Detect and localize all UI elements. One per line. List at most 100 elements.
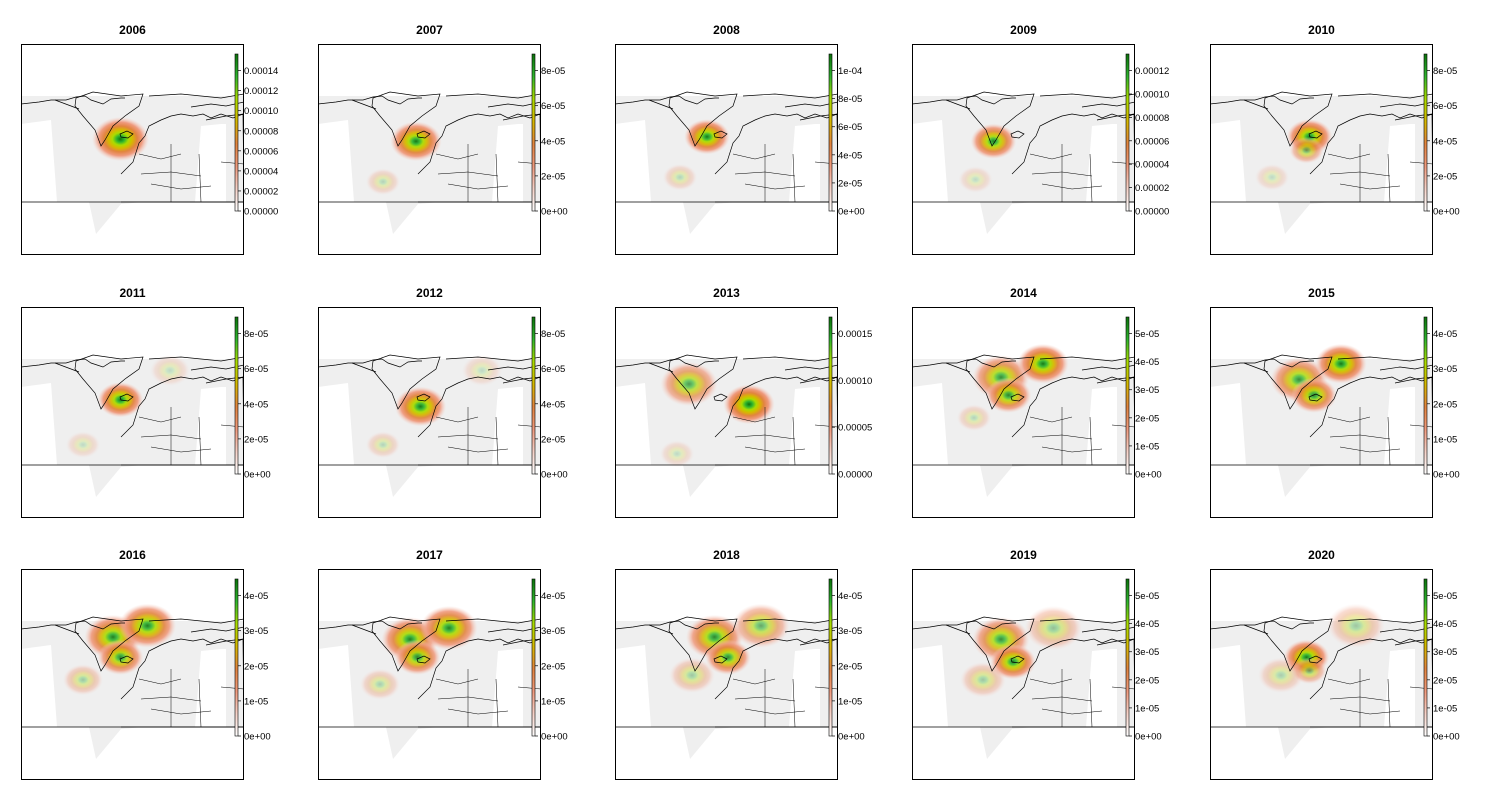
color-legend: 0e+00 1e-05 2e-05 3e-05 4e-05 5e-05 — [1423, 578, 1460, 742]
color-legend: 0e+00 1e-05 2e-05 3e-05 4e-05 5e-05 — [1125, 578, 1162, 742]
legend-tick-label: 2e-05 — [541, 434, 565, 445]
legend-tick-label: 0.00008 — [244, 126, 278, 137]
legend-tick-label: 6e-05 — [541, 101, 565, 112]
legend-colorbar — [531, 578, 536, 737]
legend-tick-label: 0e+00 — [541, 207, 568, 218]
density-map — [615, 307, 838, 518]
density-hotspot — [1017, 343, 1069, 384]
country-borders — [435, 669, 541, 728]
legend-tick-label: 0.00002 — [1135, 183, 1169, 194]
legend-tick-label: 6e-05 — [838, 122, 862, 133]
legend-colorbar — [1125, 578, 1130, 737]
legend-tick-label: 0.00004 — [1135, 160, 1169, 171]
legend-tick-label: 2e-05 — [1433, 675, 1457, 686]
legend-tick-label: 2e-05 — [1135, 675, 1159, 686]
legend-tick-label: 0e+00 — [1433, 207, 1460, 218]
density-hotspot — [659, 440, 695, 468]
color-legend: 0e+00 2e-05 4e-05 6e-05 8e-05 1e-04 — [828, 53, 865, 218]
country-borders — [138, 407, 244, 466]
density-hotspot — [394, 386, 447, 427]
map-frame — [615, 44, 838, 255]
density-hotspot — [723, 384, 775, 425]
density-hotspot — [65, 431, 101, 459]
legend-tick-label: 3e-05 — [1135, 385, 1159, 396]
legend-tick-label: 1e-05 — [1433, 703, 1457, 714]
legend-tick-label: 0e+00 — [244, 470, 271, 481]
color-legend: 0e+00 2e-05 4e-05 6e-05 8e-05 — [531, 316, 568, 480]
density-hotspot — [1327, 603, 1385, 648]
projection-domain — [912, 621, 1135, 759]
legend-colorbar — [1423, 53, 1428, 212]
projection-domain — [912, 359, 1135, 497]
map-panel: 2007 0e+00 2e-05 4e-05 6e-05 8e-05 — [297, 0, 594, 262]
map-frame — [21, 44, 244, 255]
legend-tick-label: 0e+00 — [838, 207, 865, 218]
map-panel: 2019 0e+00 1e-05 2e-05 3e-05 4e-05 5e-05 — [891, 525, 1188, 787]
map-frame — [912, 307, 1135, 518]
legend-tick-label: 4e-05 — [1135, 619, 1159, 630]
density-map — [1210, 44, 1433, 255]
panel-title: 2016 — [119, 548, 146, 562]
panel-title: 2007 — [416, 23, 443, 37]
legend-colorbar — [1423, 578, 1428, 737]
legend-colorbar — [234, 578, 239, 737]
legend-tick-label: 0.00012 — [244, 86, 278, 97]
density-hotspot — [662, 163, 698, 191]
map-frame — [318, 307, 541, 518]
legend-tick-label: 4e-05 — [541, 591, 565, 602]
map-panel: 2008 0e+00 2e-05 4e-05 6e-05 8e-05 1e-04 — [594, 0, 891, 262]
map-panel: 2012 0e+00 2e-05 4e-05 6e-05 8e-05 — [297, 263, 594, 525]
country-borders — [1029, 669, 1135, 728]
density-hotspot — [1258, 657, 1304, 693]
country-borders — [732, 144, 838, 203]
legend-tick-label: 8e-05 — [838, 94, 862, 105]
map-panel: 2013 0.00000 0.00005 0.00010 0.00015 — [594, 263, 891, 525]
legend-colorbar — [1125, 316, 1130, 475]
density-hotspot — [461, 355, 503, 386]
density-map — [912, 569, 1135, 780]
legend-tick-label: 4e-05 — [244, 591, 268, 602]
legend-tick-label: 5e-05 — [1433, 591, 1457, 602]
legend-tick-label: 0.00002 — [244, 186, 278, 197]
country-borders — [138, 144, 244, 203]
panel-title: 2006 — [119, 23, 146, 37]
color-legend: 0.00000 0.00002 0.00004 0.00006 0.00008 0.000… — [234, 53, 278, 217]
legend-colorbar — [1125, 53, 1130, 212]
density-hotspot — [365, 168, 401, 196]
density-map — [318, 307, 541, 518]
legend-colorbar — [828, 316, 833, 475]
map-panel: 2011 0e+00 2e-05 4e-05 6e-05 8e-05 — [0, 263, 297, 525]
legend-colorbar — [234, 316, 239, 475]
map-frame — [1210, 569, 1433, 780]
projection-domain — [318, 96, 541, 234]
legend-tick-label: 5e-05 — [1135, 591, 1159, 602]
density-map — [912, 307, 1135, 518]
density-map — [1210, 569, 1433, 780]
density-map — [1210, 307, 1433, 518]
legend-tick-label: 0.00006 — [1135, 136, 1169, 147]
coastlines — [318, 91, 541, 203]
panel-title: 2020 — [1308, 548, 1335, 562]
density-hotspot — [420, 605, 478, 651]
legend-tick-label: 0.00005 — [838, 423, 872, 434]
map-panel: 2009 0.00000 0.00002 0.00004 0.00006 0.00008 0… — [891, 0, 1188, 262]
density-hotspot — [960, 662, 1006, 698]
legend-tick-label: 1e-05 — [838, 696, 862, 707]
color-legend: 0e+00 2e-05 4e-05 6e-05 8e-05 — [1423, 53, 1460, 218]
legend-tick-label: 6e-05 — [1433, 101, 1457, 112]
country-borders — [1327, 407, 1433, 466]
country-borders — [435, 144, 541, 203]
legend-colorbar — [828, 578, 833, 737]
projection-domain — [615, 359, 838, 497]
map-panel: 2006 0.00000 0.00002 0.00004 0.00006 0.00008 0… — [0, 0, 297, 262]
color-legend: 0.00000 0.00005 0.00010 0.00015 — [828, 316, 872, 481]
density-hotspot — [956, 404, 992, 432]
density-map — [318, 44, 541, 255]
legend-tick-label: 0.00012 — [1135, 66, 1169, 77]
density-hotspot — [149, 355, 191, 386]
legend-tick-label: 3e-05 — [541, 626, 565, 637]
legend-tick-label: 6e-05 — [244, 364, 268, 375]
map-panel: 2010 0e+00 2e-05 4e-05 6e-05 8e-05 — [1189, 0, 1486, 262]
legend-tick-label: 0.00000 — [838, 470, 872, 481]
legend-tick-label: 0.00008 — [1135, 113, 1169, 124]
